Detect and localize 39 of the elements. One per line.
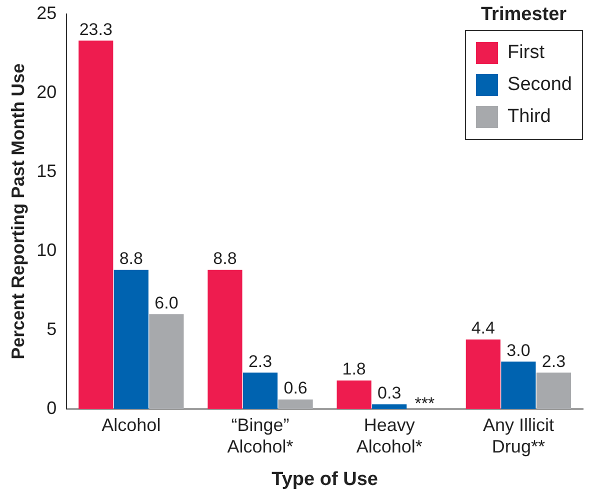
bar [242, 372, 278, 409]
data-label: 1.8 [342, 360, 366, 379]
bar [114, 270, 148, 409]
y-axis-title: Percent Reporting Past Month Use [8, 63, 28, 360]
x-axis-title: Type of Use [272, 468, 378, 490]
y-tick-label: 5 [46, 318, 57, 339]
bar [536, 372, 572, 409]
y-tick-label: 10 [36, 240, 57, 260]
bar [278, 400, 313, 409]
data-label: 2.3 [542, 352, 566, 371]
data-label: 4.4 [471, 318, 495, 338]
legend-label: Third [508, 106, 551, 128]
data-label: 8.8 [213, 249, 237, 268]
bar [336, 380, 372, 409]
data-label: 23.3 [79, 20, 112, 39]
bar [501, 362, 536, 409]
bar [372, 404, 407, 409]
x-tick-label: Heavy Alcohol* [356, 414, 422, 456]
x-tick-label: Any Illicit Drug** [482, 414, 554, 456]
y-tick-label: 20 [36, 82, 57, 102]
y-tick-label: 0 [46, 398, 57, 418]
data-label: 2.3 [248, 352, 272, 371]
text: *** [414, 394, 435, 414]
legend-label: Second [508, 74, 572, 96]
x-tick-label: “Binge” Alcohol* [227, 414, 294, 456]
y-tick-label: 25 [36, 2, 57, 23]
data-label: 0.3 [378, 383, 402, 402]
legend-title: Trimester [480, 4, 568, 26]
data-label: 8.8 [119, 249, 143, 268]
bar [78, 40, 114, 409]
y-tick-label: 15 [36, 160, 57, 181]
data-label: 6.0 [154, 293, 178, 312]
bar [208, 270, 242, 409]
bar [466, 339, 500, 409]
x-tick-label: Alcohol [102, 414, 161, 435]
legend-label: First [508, 42, 544, 64]
data-label: 3.0 [506, 340, 530, 360]
bar [149, 314, 184, 409]
data-label: 0.6 [284, 378, 308, 398]
